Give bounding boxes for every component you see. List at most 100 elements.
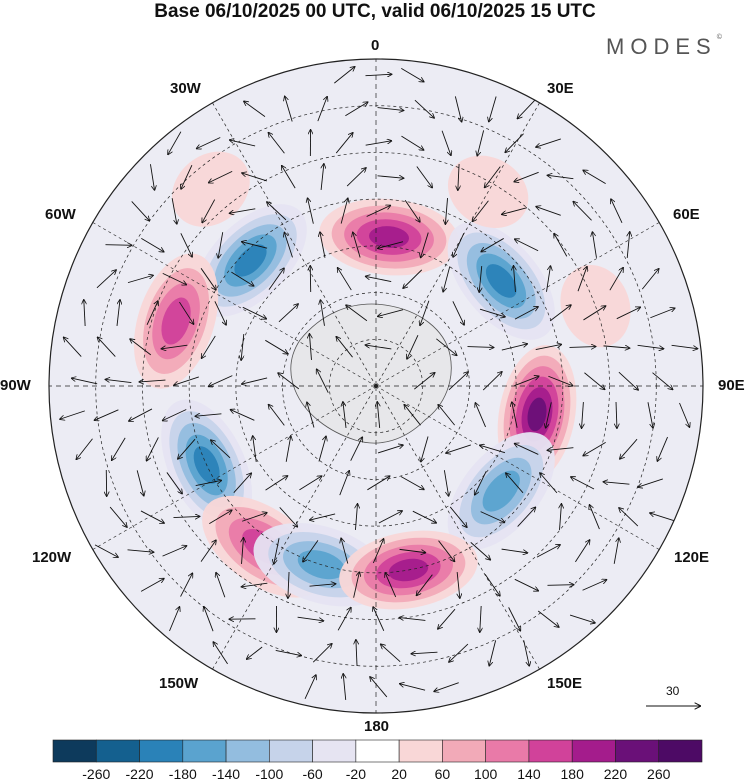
wind-vector — [197, 137, 221, 148]
colorbar-tick-label: -140 — [212, 766, 241, 782]
wind-vector — [657, 436, 668, 461]
wind-vector — [336, 337, 353, 358]
wind-vector — [618, 371, 638, 390]
wind-vector — [480, 605, 481, 632]
wind-vector — [554, 234, 568, 257]
wind-vector — [335, 133, 352, 154]
wind-vector — [231, 410, 255, 421]
colorbar-tick-label: -260 — [82, 766, 111, 782]
wind-vector — [515, 239, 539, 252]
lon-label-60e: 60E — [673, 206, 700, 223]
wind-vector — [308, 198, 314, 224]
wind-vector — [377, 176, 404, 178]
wind-vector — [613, 538, 619, 564]
wind-vector — [365, 141, 392, 146]
wind-vector — [242, 582, 268, 587]
colorbar-swatch — [355, 739, 400, 763]
wind-vector — [421, 436, 429, 461]
wind-vector — [546, 266, 550, 292]
wind-vector — [470, 542, 490, 559]
wind-vector — [611, 199, 623, 223]
wind-vector — [60, 410, 85, 419]
wind-vector — [339, 471, 349, 496]
wind-vector — [218, 232, 224, 258]
wind-vector — [76, 438, 93, 459]
wind-vector — [179, 301, 193, 324]
colorbar-swatch — [571, 739, 616, 763]
wind-vector — [338, 268, 352, 291]
wind-vector — [458, 163, 459, 190]
map-title: Base 06/10/2025 00 UTC, valid 06/10/2025… — [154, 1, 596, 22]
wind-vector — [414, 373, 434, 390]
wind-vector — [282, 166, 296, 189]
wind-vector — [448, 372, 468, 391]
wind-vector — [400, 618, 426, 621]
wind-vector — [482, 372, 502, 391]
wind-vector — [548, 448, 574, 451]
latitude-circle — [142, 152, 610, 620]
wind-vector — [174, 376, 199, 385]
meridian-line — [92, 222, 377, 387]
wind-vector — [94, 544, 118, 557]
wind-vector — [345, 102, 367, 117]
wind-vector — [356, 640, 357, 667]
wind-vector — [130, 339, 152, 356]
wind-vector — [377, 107, 404, 111]
wind-vector — [546, 402, 552, 427]
wind-vector — [514, 307, 538, 320]
colorbar-swatch — [139, 739, 184, 763]
wind-vector — [366, 345, 392, 350]
wind-vector — [473, 200, 489, 222]
colorbar — [52, 739, 703, 763]
wind-vector — [584, 372, 604, 390]
wind-vector — [337, 608, 351, 631]
anomaly-low-50e — [447, 221, 555, 340]
wind-vector — [421, 232, 429, 258]
wind-vector — [98, 337, 116, 357]
wind-vector — [438, 608, 456, 629]
wind-vector — [620, 438, 638, 459]
meridian-line — [375, 222, 660, 387]
wind-vector — [340, 198, 348, 224]
wind-vector — [590, 505, 600, 530]
wind-vector — [163, 409, 187, 420]
wind-vector — [477, 130, 485, 155]
wind-vector — [573, 202, 592, 221]
wind-vector — [268, 268, 284, 290]
wind-vector — [515, 444, 539, 455]
wind-vector — [253, 436, 257, 462]
wind-vector — [381, 644, 401, 663]
colorbar-swatch — [398, 739, 443, 763]
wind-vectors — [60, 67, 697, 700]
wind-vector — [508, 607, 521, 630]
wind-vector — [604, 482, 630, 484]
wind-vector — [671, 344, 698, 348]
wind-vector — [560, 504, 562, 530]
wind-vector — [169, 607, 179, 632]
wind-vector — [181, 165, 193, 189]
wind-vector — [403, 269, 423, 288]
colorbar-tick-label: -180 — [168, 766, 197, 782]
wind-vector — [514, 376, 538, 387]
colorbar-tick-label: 100 — [473, 766, 498, 782]
wind-vector — [401, 135, 423, 150]
colorbar-tick-label: -20 — [345, 766, 366, 782]
wind-vector — [312, 644, 331, 663]
anomaly-high-40w-weak — [171, 151, 250, 227]
wind-vector — [481, 238, 504, 251]
wind-vector — [95, 409, 119, 420]
wind-vector — [401, 67, 423, 81]
wind-vector — [378, 511, 402, 524]
wind-vector — [310, 513, 336, 520]
wind-vector — [536, 138, 561, 147]
wind-vector — [501, 548, 528, 553]
wind-vector — [449, 506, 467, 527]
wind-vector — [650, 308, 674, 319]
wind-vector — [400, 684, 426, 691]
wind-vector — [485, 166, 501, 188]
wind-vector — [616, 307, 640, 320]
wind-vector — [214, 301, 226, 324]
wind-vector — [454, 96, 461, 121]
wind-vector — [569, 347, 595, 348]
